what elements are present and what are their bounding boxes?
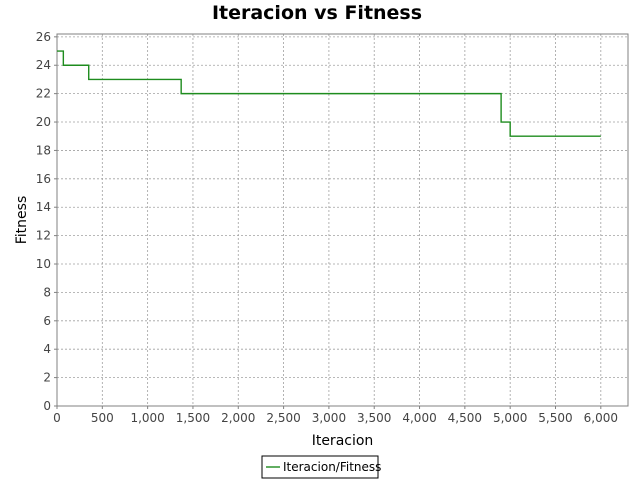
x-axis-label: Iteracion [312, 433, 374, 449]
x-tick-label: 0 [53, 411, 61, 425]
series-line [57, 50, 601, 137]
x-tick-label: 5,500 [538, 411, 572, 425]
x-tick-label: 2,000 [221, 411, 255, 425]
y-tick-label: 10 [36, 257, 51, 271]
y-tick-label: 0 [43, 399, 51, 413]
chart-title: Iteracion vs Fitness [211, 2, 423, 24]
x-tick-label: 1,000 [130, 411, 164, 425]
x-tick-label: 2,500 [266, 411, 300, 425]
x-tick-label: 4,500 [448, 411, 482, 425]
plot-border [56, 33, 629, 407]
x-tick-label: 3,000 [312, 411, 346, 425]
x-tick-label: 500 [91, 411, 114, 425]
x-tick-label: 5,000 [493, 411, 527, 425]
x-tick-label: 4,000 [402, 411, 436, 425]
y-tick-label: 16 [36, 172, 51, 186]
y-axis-label: Fitness [14, 196, 30, 245]
y-tick-label: 22 [36, 87, 51, 101]
y-tick-label: 12 [36, 229, 51, 243]
legend-box [261, 455, 379, 479]
plot-area [57, 34, 628, 406]
legend: Iteracion/Fitness [261, 455, 381, 479]
y-tick-label: 8 [43, 285, 51, 299]
y-tick-label: 4 [43, 342, 51, 356]
x-tick-label: 1,500 [176, 411, 210, 425]
y-tick-label: 18 [36, 143, 51, 157]
x-tick-label: 6,000 [584, 411, 618, 425]
y-tick-label: 6 [43, 314, 51, 328]
y-tick-label: 26 [36, 30, 51, 44]
y-tick-label: 20 [36, 115, 51, 129]
y-tick-label: 2 [43, 371, 51, 385]
grid [56, 34, 628, 407]
legend-entry: Iteracion/Fitness [283, 460, 381, 474]
y-tick-label: 14 [36, 200, 51, 214]
x-tick-label: 3,500 [357, 411, 391, 425]
y-tick-label: 24 [36, 58, 51, 72]
